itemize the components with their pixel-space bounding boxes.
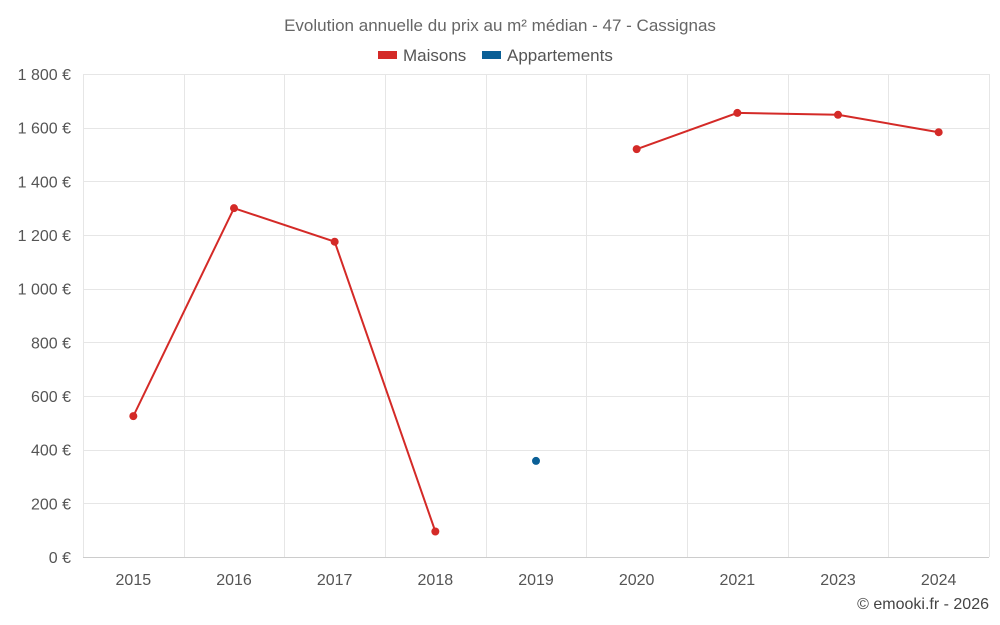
series-maisons: [129, 108, 943, 536]
series-appartements: [532, 456, 540, 465]
y-tick-label: 400 €: [31, 443, 71, 460]
series-line-maisons: [132, 206, 437, 532]
axes: 0 € 200 € 400 € 600 € 800 € 1 000 € 1 200 € 1 4…: [18, 67, 989, 589]
legend-item-maisons[interactable]: Maisons: [378, 46, 466, 65]
x-tick-label: 2020: [619, 572, 655, 589]
x-tick-label: 2024: [921, 572, 957, 589]
x-tick-label: 2017: [317, 572, 353, 589]
y-tick-label: 1 200 €: [18, 228, 71, 245]
y-tick-label: 1 800 €: [18, 67, 71, 84]
y-tick-label: 1 400 €: [18, 174, 71, 191]
data-point-maisons[interactable]: [632, 145, 641, 154]
legend-item-appartements[interactable]: Appartements: [482, 46, 613, 65]
data-point-maisons[interactable]: [129, 412, 138, 421]
data-point-appartements[interactable]: [532, 456, 540, 465]
y-tick-label: 800 €: [31, 335, 71, 352]
credit: © emooki.fr - 2026: [857, 596, 989, 613]
grid: [83, 74, 990, 557]
y-tick-label: 1 000 €: [18, 282, 71, 299]
x-tick-label: 2016: [216, 572, 252, 589]
x-tick-label: 2019: [518, 572, 554, 589]
x-tick-label: 2015: [116, 572, 152, 589]
data-point-maisons[interactable]: [733, 108, 742, 117]
data-point-maisons[interactable]: [230, 204, 238, 213]
legend: Maisons Appartements: [378, 46, 613, 65]
x-tick-label: 2021: [720, 572, 756, 589]
y-tick-label: 200 €: [31, 496, 71, 513]
data-point-maisons[interactable]: [330, 237, 339, 246]
y-tick-label: 600 €: [31, 389, 71, 406]
x-tick-label: 2018: [418, 572, 454, 589]
legend-label-maisons: Maisons: [403, 46, 466, 65]
series: [129, 108, 943, 536]
series-line-maisons: [636, 111, 939, 151]
legend-swatch-maisons: [378, 51, 397, 59]
legend-swatch-appartements: [482, 51, 501, 59]
data-point-maisons[interactable]: [431, 527, 440, 536]
y-tick-label: 1 600 €: [18, 121, 71, 138]
y-tick-label: 0 €: [49, 550, 71, 567]
chart-title: Evolution annuelle du prix au m² médian …: [284, 16, 716, 35]
legend-label-appartements: Appartements: [507, 46, 613, 65]
x-tick-label: 2023: [820, 572, 856, 589]
data-point-maisons[interactable]: [934, 128, 943, 137]
data-point-maisons[interactable]: [834, 110, 842, 119]
